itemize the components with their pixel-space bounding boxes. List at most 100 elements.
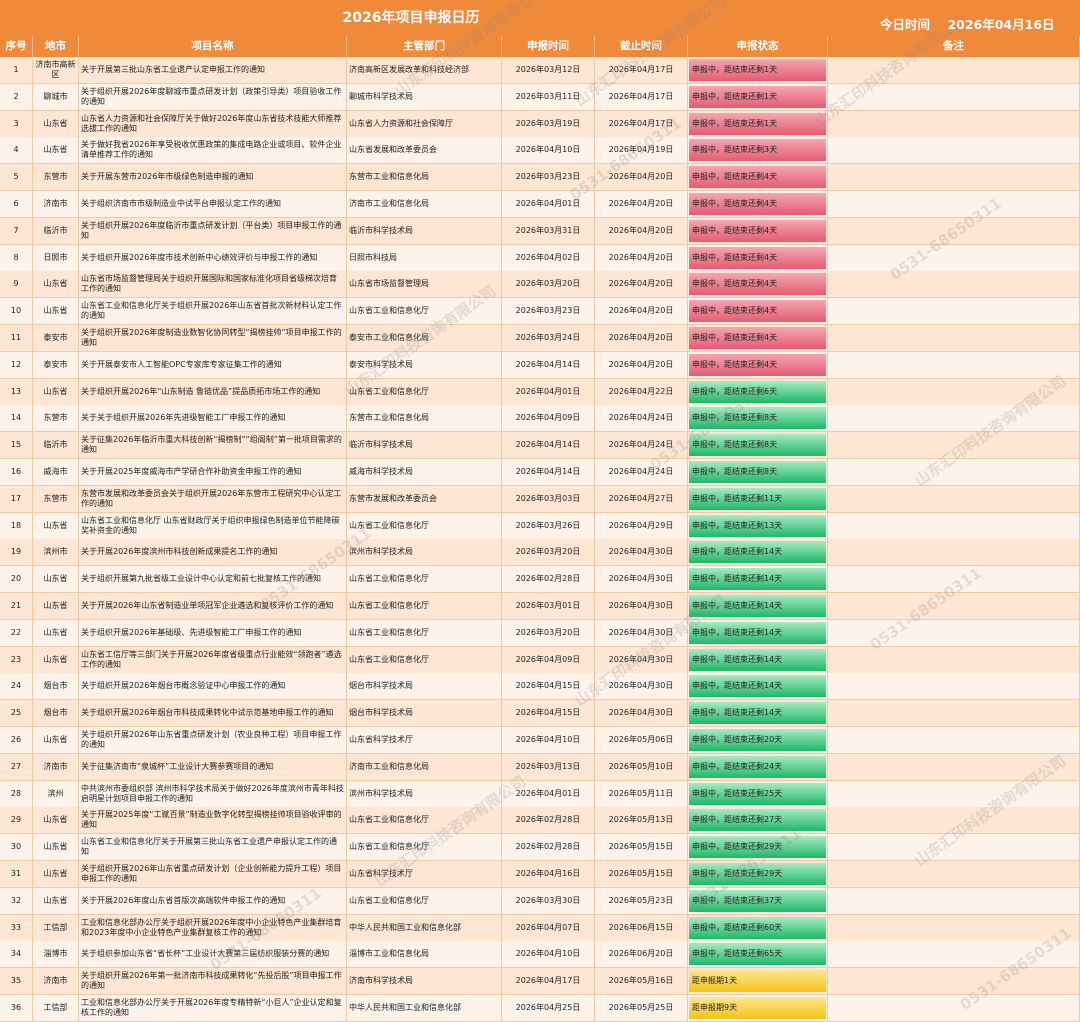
note-cell <box>828 968 1080 996</box>
project-name-cell: 关于组织参加山东省“省长杯”工业设计大赛第三届纺织服装分赛的通知 <box>79 941 347 969</box>
status-cell: 申报中，距结束还剩37天 <box>688 887 828 915</box>
start-date-cell: 2026年04月14日 <box>502 432 595 460</box>
note-cell <box>828 727 1080 754</box>
status-badge: 申报中，距结束还剩8天 <box>689 407 826 430</box>
start-date-cell: 2026年04月01日 <box>502 191 595 218</box>
department-cell: 中华人民共和国工业和信息化部 <box>347 914 502 942</box>
status-badge: 申报中，距结束还剩29天 <box>689 836 826 859</box>
deadline-cell: 2026年04月30日 <box>595 646 688 674</box>
start-date-cell: 2026年03月26日 <box>502 512 595 540</box>
project-name-cell: 山东省工业和信息化厅关于组织开展2026年山东省首批次新材料认定工作的通知 <box>79 298 347 326</box>
start-date-cell: 2026年03月11日 <box>502 83 595 111</box>
status-cell: 申报中，距结束还剩27天 <box>688 807 828 835</box>
note-cell <box>828 405 1080 433</box>
table-row: 35 济南市 关于组织开展2026年第一批济南市科技成果转化“先投后股”项目申报工作… <box>0 968 1080 996</box>
note-cell <box>828 887 1080 915</box>
row-number: 11 <box>0 325 33 352</box>
today-value: 2026年04月16日 <box>947 17 1055 32</box>
start-date-cell: 2026年03月30日 <box>502 887 595 915</box>
status-badge: 申报中，距结束还剩37天 <box>689 889 826 912</box>
row-number: 6 <box>0 191 33 218</box>
table-row: 28 滨州 中共滨州市委组织部 滨州市科学技术局关于做好2026年度滨州市青年科技启… <box>0 780 1080 808</box>
row-number: 17 <box>0 485 33 513</box>
department-cell: 济南高新区发展改革和科技经济部 <box>347 57 502 84</box>
department-cell: 山东省工业和信息化厅 <box>347 566 502 594</box>
status-badge: 申报中，距结束还剩1天 <box>689 59 826 81</box>
status-badge: 申报中，距结束还剩6天 <box>689 380 826 403</box>
table-row: 12 泰安市 关于开展泰安市人工智能OPC专家库专家征集工作的通知 泰安市科学技术局 2… <box>0 351 1080 379</box>
start-date-cell: 2026年03月31日 <box>502 217 595 245</box>
department-cell: 淄博市工业和信息化局 <box>347 941 502 969</box>
start-date-cell: 2026年03月20日 <box>502 271 595 299</box>
deadline-cell: 2026年04月24日 <box>595 432 688 460</box>
project-name-cell: 关于组织济南市市级制造业中试平台申报认定工作的通知 <box>79 191 347 218</box>
table-row: 3 山东省 山东省人力资源和社会保障厅关于做好2026年度山东省技术技能大师推荐选拔… <box>0 110 1080 138</box>
table-row: 29 山东省 关于开展2025年度“工赋百景”制造业数字化转型揭榜挂帅项目验收评审的… <box>0 807 1080 835</box>
row-number: 19 <box>0 539 33 567</box>
department-cell: 山东省工业和信息化厅 <box>347 378 502 406</box>
status-badge: 申报中，距结束还剩4天 <box>689 219 826 242</box>
start-date-cell: 2026年04月09日 <box>502 405 595 433</box>
note-cell <box>828 459 1080 486</box>
status-badge: 申报中，距结束还剩11天 <box>689 487 826 510</box>
deadline-cell: 2026年04月24日 <box>595 405 688 433</box>
project-name-cell: 关于开展2026年度滨州市科技创新成果提名工作的通知 <box>79 539 347 567</box>
city-cell: 淄博市 <box>33 941 79 969</box>
status-badge: 申报中，距结束还剩14天 <box>689 541 826 564</box>
note-cell <box>828 914 1080 942</box>
project-name-cell: 关于征集济南市“泉城杯”工业设计大赛参赛项目的通知 <box>79 753 347 781</box>
status-badge: 申报中，距结束还剩4天 <box>689 273 826 296</box>
row-number: 20 <box>0 566 33 594</box>
note-cell <box>828 217 1080 245</box>
deadline-cell: 2026年04月17日 <box>595 57 688 84</box>
status-badge: 申报中，距结束还剩8天 <box>689 461 826 483</box>
today-label: 今日时间 <box>880 17 931 32</box>
table-row: 31 山东省 关于组织开展2026年山东省重点研发计划（企业创新能力提升工程）项目申… <box>0 861 1080 888</box>
column-header-no: 序号 <box>0 36 33 57</box>
note-cell <box>828 512 1080 540</box>
note-cell <box>828 298 1080 326</box>
project-name-cell: 关于开展泰安市人工智能OPC专家库专家征集工作的通知 <box>79 351 347 379</box>
status-cell: 申报中，距结束还剩4天 <box>688 271 828 299</box>
row-number: 1 <box>0 57 33 84</box>
status-badge: 申报中，距结束还剩14天 <box>689 648 826 671</box>
table-row: 13 山东省 关于组织开展2026年“山东制造 鲁链优品”提品质拓市场工作的通知 山东… <box>0 378 1080 406</box>
project-name-cell: 关于做好我省2026年享受税收优惠政策的集成电路企业或项目、软件企业清单推荐工作… <box>79 137 347 165</box>
deadline-cell: 2026年04月30日 <box>595 566 688 594</box>
row-number: 3 <box>0 110 33 138</box>
department-cell: 山东省工业和信息化厅 <box>347 298 502 326</box>
city-cell: 山东省 <box>33 834 79 862</box>
status-badge: 申报中，距结束还剩60天 <box>689 916 826 939</box>
city-cell: 济南市高新区 <box>33 57 79 84</box>
status-cell: 申报中，距结束还剩1天 <box>688 83 828 111</box>
city-cell: 泰安市 <box>33 325 79 352</box>
note-cell <box>828 593 1080 620</box>
status-badge: 申报中，距结束还剩20天 <box>689 729 826 751</box>
department-cell: 东营市发展和改革委员会 <box>347 485 502 513</box>
status-badge: 申报中，距结束还剩14天 <box>689 595 826 617</box>
department-cell: 临沂市科学技术局 <box>347 217 502 245</box>
table-row: 25 烟台市 关于组织开展2026年烟台市科技成果转化中试示范基地申报工作的通知 烟台… <box>0 700 1080 728</box>
city-cell: 山东省 <box>33 861 79 888</box>
project-name-cell: 山东省工信厅等三部门关于开展2026年度省级重点行业能效“领跑者”遴选工作的通知 <box>79 646 347 674</box>
project-name-cell: 山东省人力资源和社会保障厅关于做好2026年度山东省技术技能大师推荐选拔工作的通… <box>79 110 347 138</box>
note-cell <box>828 807 1080 835</box>
table-row: 9 山东省 山东省市场监督管理局关于组织开展国际和国家标准化项目省级梯次培育工作的通… <box>0 271 1080 299</box>
department-cell: 山东省工业和信息化厅 <box>347 512 502 540</box>
row-number: 33 <box>0 914 33 942</box>
deadline-cell: 2026年05月15日 <box>595 861 688 888</box>
note-cell <box>828 941 1080 969</box>
city-cell: 山东省 <box>33 646 79 674</box>
department-cell: 山东省工业和信息化厅 <box>347 646 502 674</box>
table-row: 5 东营市 关于开展东营市2026年市级绿色制造申报的通知 东营市工业和信息化局 202… <box>0 164 1080 192</box>
row-number: 9 <box>0 271 33 299</box>
status-badge: 申报中，距结束还剩4天 <box>689 327 826 349</box>
status-cell: 申报中，距结束还剩25天 <box>688 780 828 808</box>
project-name-cell: 工业和信息化部办公厅关于开展2026年度专精特新“小巨人”企业认定和复核工作的通… <box>79 995 347 1022</box>
start-date-cell: 2026年04月02日 <box>502 244 595 272</box>
table-row: 30 山东省 山东省工业和信息化厅关于开展第三批山东省工业遗产申报认定工作的通知 山东… <box>0 834 1080 862</box>
department-cell: 山东省科学技术厅 <box>347 727 502 754</box>
start-date-cell: 2026年02月28日 <box>502 834 595 862</box>
column-header-row: 序号 地市 项目名称 主管部门 申报时间 截止时间 申报状态 备注 <box>0 36 1080 57</box>
status-cell: 申报中，距结束还剩6天 <box>688 378 828 406</box>
